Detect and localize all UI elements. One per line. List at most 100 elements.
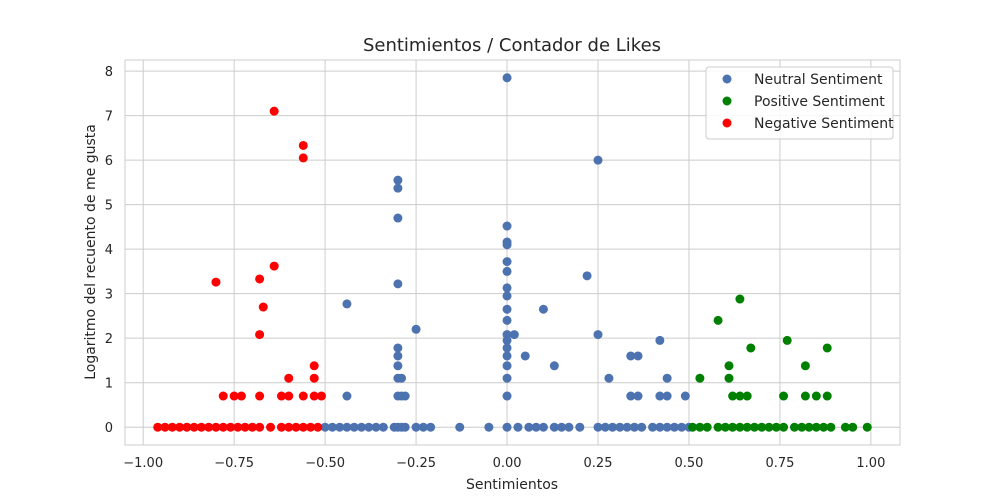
data-point <box>502 240 512 250</box>
data-point <box>484 422 494 432</box>
legend-label: Positive Sentiment <box>754 94 885 110</box>
data-point <box>316 391 326 401</box>
data-point <box>615 422 625 432</box>
data-point <box>284 422 294 432</box>
data-point <box>167 422 177 432</box>
data-point <box>633 391 643 401</box>
data-point <box>779 422 789 432</box>
data-point <box>276 422 286 432</box>
data-point <box>549 422 559 432</box>
data-point <box>255 274 265 284</box>
data-point <box>284 391 294 401</box>
legend-frame <box>705 66 894 140</box>
data-point <box>298 391 308 401</box>
data-point <box>306 422 316 432</box>
data-point <box>822 391 832 401</box>
x-tick-label: −1.00 <box>123 456 163 471</box>
data-point <box>749 422 759 432</box>
data-point <box>848 422 858 432</box>
data-point <box>557 422 567 432</box>
data-point <box>662 373 672 383</box>
legend-marker <box>722 118 732 128</box>
data-point <box>255 391 265 401</box>
data-point <box>393 213 403 223</box>
data-point <box>298 140 308 150</box>
data-point <box>342 391 352 401</box>
data-point <box>502 391 512 401</box>
data-point <box>575 422 585 432</box>
x-tick-label: 0.00 <box>493 456 522 471</box>
chart-title: Sentimientos / Contador de Likes <box>363 35 661 56</box>
x-tick-label: −0.25 <box>396 456 436 471</box>
y-tick-label: 5 <box>105 199 113 214</box>
data-point <box>502 304 512 314</box>
data-point <box>593 155 603 165</box>
x-tick-label: 0.25 <box>584 456 613 471</box>
data-point <box>509 330 519 340</box>
data-point <box>538 304 548 314</box>
y-tick-label: 4 <box>105 243 113 258</box>
data-point <box>327 422 337 432</box>
data-point <box>393 343 403 353</box>
data-point <box>309 373 319 383</box>
data-point <box>728 422 738 432</box>
data-point <box>255 422 265 432</box>
data-point <box>764 422 774 432</box>
data-point <box>247 422 257 432</box>
x-tick-label: −0.75 <box>214 456 254 471</box>
data-point <box>393 175 403 185</box>
data-point <box>622 422 632 432</box>
data-point <box>211 422 221 432</box>
y-tick-label: 8 <box>105 65 113 80</box>
data-point <box>291 422 301 432</box>
data-point <box>840 422 850 432</box>
data-point <box>229 391 239 401</box>
data-point <box>702 422 712 432</box>
data-point <box>309 361 319 371</box>
data-point <box>393 183 403 193</box>
legend-items: Neutral Sentiment Positive Sentiment Negat… <box>722 72 894 132</box>
data-point <box>782 335 792 345</box>
data-point <box>269 261 279 271</box>
data-point <box>357 422 367 432</box>
data-point <box>309 391 319 401</box>
data-point <box>695 373 705 383</box>
data-point <box>662 422 672 432</box>
data-point <box>426 422 436 432</box>
data-point <box>742 422 752 432</box>
data-point <box>655 335 665 345</box>
data-point <box>804 422 814 432</box>
data-point <box>728 391 738 401</box>
ticks-layer: −1.00 −0.75 −0.50 −0.25 0.00 0.25 0.50 0.75 1.00… <box>105 65 886 471</box>
data-point <box>153 422 163 432</box>
data-point <box>720 422 730 432</box>
data-point <box>502 315 512 325</box>
data-point <box>713 422 723 432</box>
data-point <box>695 422 705 432</box>
data-point <box>240 422 250 432</box>
data-point <box>680 391 690 401</box>
data-point <box>298 153 308 163</box>
data-point <box>236 391 246 401</box>
data-point <box>342 299 352 309</box>
data-point <box>789 422 799 432</box>
data-point <box>826 422 836 432</box>
data-point <box>455 422 465 432</box>
data-point <box>713 315 723 325</box>
data-point <box>538 422 548 432</box>
data-point <box>342 422 352 432</box>
data-point <box>822 343 832 353</box>
data-point <box>182 422 192 432</box>
data-point <box>298 422 308 432</box>
data-point <box>662 391 672 401</box>
data-point <box>233 422 243 432</box>
data-point <box>393 279 403 289</box>
data-point <box>735 294 745 304</box>
data-point <box>276 391 286 401</box>
data-point <box>633 351 643 361</box>
data-point <box>266 422 276 432</box>
data-point <box>411 422 421 432</box>
data-point <box>218 422 228 432</box>
